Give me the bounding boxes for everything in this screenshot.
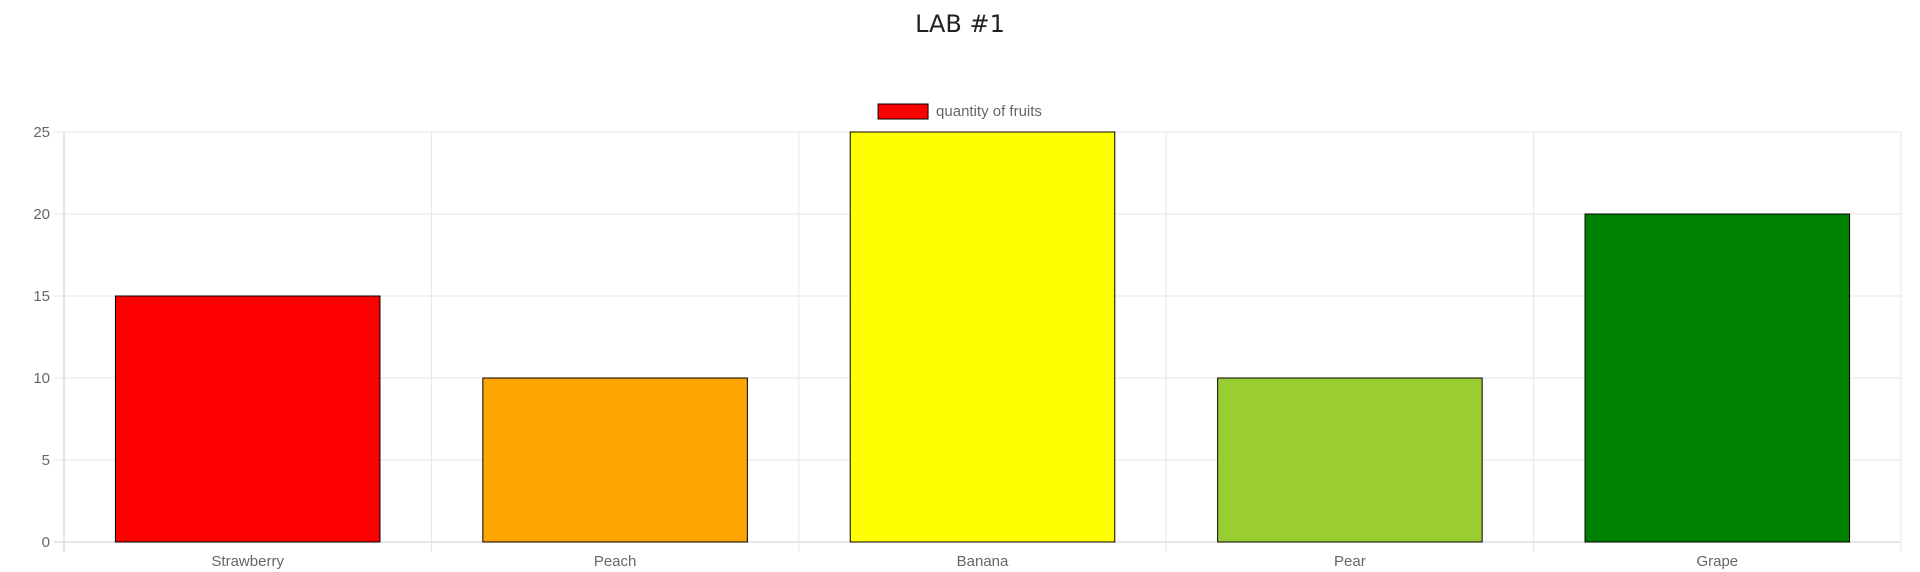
x-tick-label-pear: Pear — [1334, 553, 1366, 570]
page-title: LAB #1 — [915, 10, 1005, 38]
x-tick-label-peach: Peach — [594, 553, 637, 570]
y-tick-label-5: 5 — [42, 452, 50, 469]
bar-grape[interactable] — [1584, 213, 1851, 543]
bar-strawberry[interactable] — [114, 295, 381, 543]
x-tick-label-strawberry: Strawberry — [211, 553, 284, 570]
bar-banana[interactable] — [849, 131, 1116, 543]
legend-label[interactable]: quantity of fruits — [936, 103, 1042, 120]
y-tick-label-10: 10 — [33, 370, 50, 387]
y-tick-label-25: 25 — [33, 124, 50, 141]
y-tick-label-15: 15 — [33, 288, 50, 305]
chart-axes: 0 5 10 15 20 25 Strawberry Peach Banana Pear Grape — [33, 124, 1738, 570]
x-tick-label-banana: Banana — [957, 553, 1009, 570]
y-tick-label-0: 0 — [42, 534, 50, 551]
chart-legend[interactable]: quantity of fruits — [877, 103, 1042, 120]
bar-pear[interactable] — [1217, 377, 1483, 543]
y-tick-label-20: 20 — [33, 206, 50, 223]
x-tick-label-grape: Grape — [1696, 553, 1738, 570]
bar-peach[interactable] — [482, 377, 748, 543]
legend-swatch[interactable] — [877, 103, 929, 120]
chart-bars — [114, 131, 1851, 543]
